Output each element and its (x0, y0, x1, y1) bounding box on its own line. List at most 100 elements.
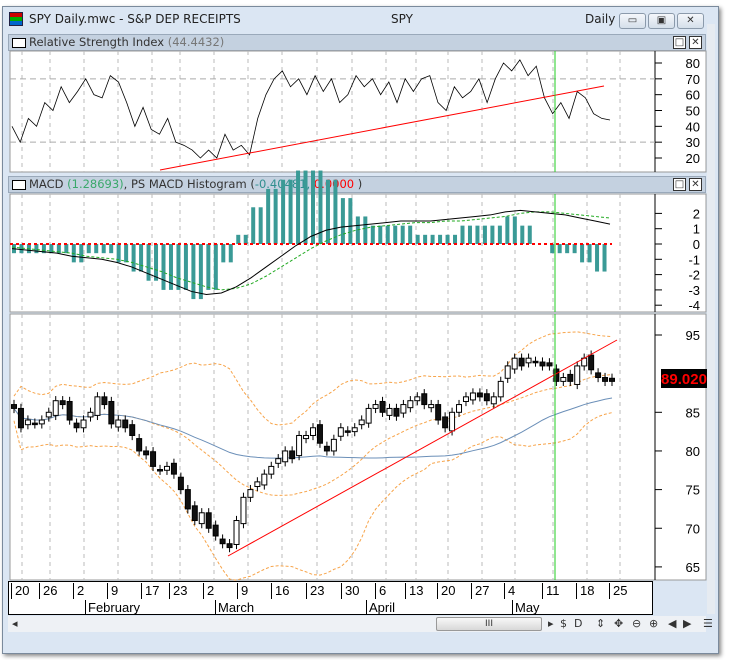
candlestick (122, 415, 129, 433)
histogram-bar (430, 234, 435, 244)
date-axis: 20 26 2 9 17 23 2 9 16 23 30 6 13 20 27 4 11 18 25 February… (8, 581, 653, 615)
candlestick (379, 396, 386, 417)
candlestick (449, 407, 456, 436)
move-icon[interactable]: ✥ (614, 617, 624, 630)
candle-body (233, 520, 240, 545)
zoom-in-icon[interactable]: ⊕ (649, 617, 659, 630)
date-label: 23 (169, 583, 187, 599)
axis-tick-label: 30 (686, 135, 700, 150)
candlestick (442, 412, 449, 433)
scroll-left-icon[interactable]: ◂ (12, 617, 18, 630)
candlestick (31, 418, 38, 429)
vertical-scrollbar[interactable] (707, 24, 715, 614)
histogram-bar (565, 244, 570, 254)
histogram-bar (587, 244, 592, 263)
separator: , (123, 177, 131, 191)
candle-body (462, 396, 469, 402)
candlestick (296, 430, 303, 461)
axis-tick-label: 65 (686, 560, 700, 575)
candle-body (323, 445, 330, 452)
histogram-bar (303, 170, 308, 244)
dollar-icon[interactable]: $ (560, 617, 567, 630)
candle-body (296, 434, 303, 457)
candle-body (449, 411, 456, 432)
candlestick (240, 492, 247, 529)
candlestick (198, 508, 205, 529)
close-panel-button[interactable]: ✕ (689, 36, 702, 49)
histogram-bar (602, 244, 607, 272)
candle-body (316, 424, 323, 444)
horizontal-scrollbar[interactable]: ◂ III ▸ $ D ⇕ ✥ ⊖ ⊕ ◀ ▶ ☰ (8, 616, 713, 632)
candlestick (275, 454, 282, 468)
maximize-panel-button[interactable]: □ (673, 178, 686, 191)
histogram-bar (94, 244, 99, 254)
candle-body (17, 407, 24, 429)
panel-plot-area (9, 313, 707, 581)
scroll-forward-icon[interactable]: ▶ (683, 617, 692, 630)
candle-body (609, 377, 615, 382)
axis-tick-label: 60 (686, 88, 700, 103)
symbol-label: SPY (391, 12, 413, 26)
display-icon[interactable]: D (574, 617, 583, 630)
restore-button[interactable]: ▣ (648, 13, 675, 29)
maximize-panel-button[interactable]: □ (673, 36, 686, 49)
vertical-zoom-icon[interactable]: ⇕ (596, 617, 606, 630)
zoom-out-icon[interactable]: ⊖ (632, 617, 642, 630)
candle-body (129, 424, 136, 436)
histogram-bar (512, 216, 517, 244)
minimize-button[interactable]: ▭ (619, 13, 646, 29)
histogram-bar (19, 244, 24, 254)
candlestick (261, 469, 268, 490)
date-label: 2 (73, 583, 84, 599)
candle-body (143, 450, 150, 456)
close-panel-button[interactable]: ✕ (689, 178, 702, 191)
candlestick (414, 392, 421, 406)
candle-body (344, 430, 351, 433)
histogram-bar (550, 244, 555, 254)
histogram-bar (281, 179, 286, 244)
candlestick (247, 484, 254, 502)
candle-body (66, 400, 73, 421)
histogram-bar (176, 244, 181, 290)
candle-body (560, 377, 567, 382)
candlestick (456, 399, 463, 417)
histogram-bar (258, 207, 263, 244)
candlestick (66, 396, 73, 425)
close-button[interactable]: ✕ (677, 13, 704, 29)
candle-body (87, 411, 94, 418)
candlestick (372, 399, 379, 414)
candlestick (254, 477, 261, 492)
candlestick (532, 356, 539, 367)
candle-body (372, 404, 379, 409)
candle-body (163, 465, 170, 471)
scroll-right-icon[interactable]: ▸ (548, 617, 554, 630)
candle-body (532, 360, 539, 364)
histogram-bar (475, 225, 480, 244)
menu-icon[interactable]: ☰ (703, 617, 713, 630)
rsi-line (11, 59, 611, 159)
histogram-bar (497, 225, 502, 244)
candlestick (602, 372, 609, 387)
candle-body (386, 407, 393, 416)
histogram-bar (340, 198, 345, 244)
panel-icon (12, 180, 26, 190)
candlestick (567, 369, 574, 387)
candle-body (511, 357, 518, 370)
axis-tick-label: 75 (686, 483, 700, 498)
macd-value: (1.28693) (67, 177, 124, 191)
histogram-bar (490, 225, 495, 244)
last-price: 89.020 (661, 371, 707, 388)
candlestick (45, 407, 52, 422)
scroll-back-icon[interactable]: ◀ (668, 617, 677, 630)
candle-body (407, 400, 414, 409)
scroll-thumb[interactable]: III (436, 617, 542, 631)
candle-body (80, 419, 87, 429)
candlestick (219, 534, 226, 549)
histogram-bar (572, 244, 577, 254)
candle-body (24, 419, 31, 426)
date-label: 9 (107, 583, 118, 599)
candlestick (17, 403, 24, 433)
candlestick (80, 415, 87, 433)
histogram-bar (400, 225, 405, 244)
